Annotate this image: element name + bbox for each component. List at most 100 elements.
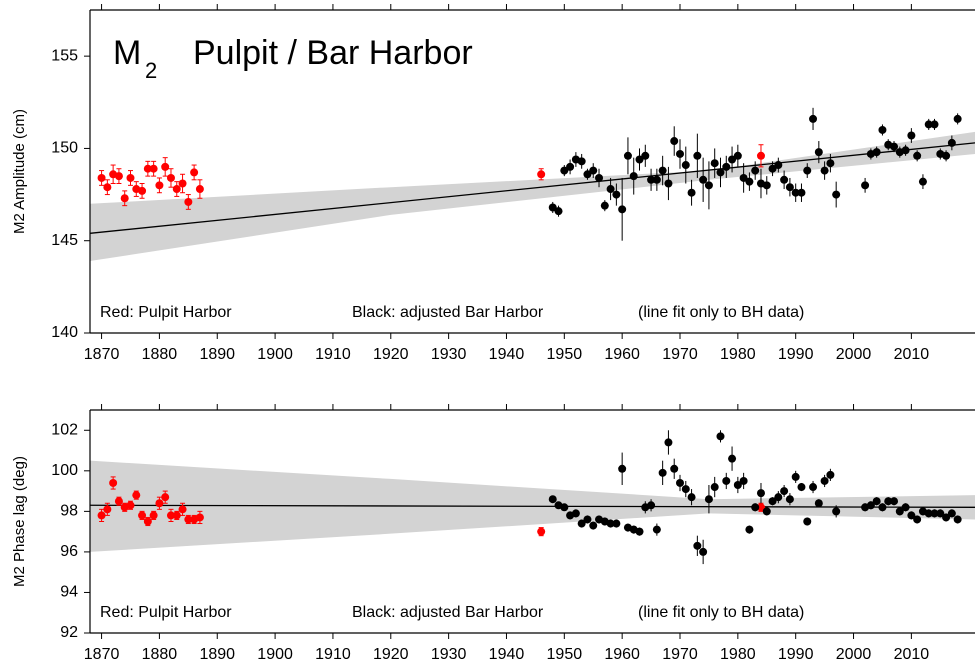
annotation: Red: Pulpit Harbor (100, 604, 232, 621)
data-point (809, 483, 818, 492)
data-point (745, 525, 754, 534)
data-point (895, 507, 904, 516)
data-point (728, 155, 737, 164)
data-point (751, 503, 760, 512)
data-point (942, 513, 951, 522)
annotation: Black: adjusted Bar Harbor (352, 604, 544, 621)
data-point (635, 527, 644, 536)
confidence-band (90, 131, 975, 262)
data-point (635, 155, 644, 164)
data-point (699, 175, 708, 184)
data-point (161, 493, 170, 502)
x-tick-label: 1920 (373, 646, 409, 663)
data-point (548, 495, 557, 504)
data-point (942, 151, 951, 160)
data-point (930, 120, 939, 129)
y-tick-label: 96 (60, 543, 78, 560)
data-point (583, 170, 592, 179)
data-point (756, 503, 765, 512)
data-point (126, 501, 135, 510)
data-point (676, 478, 684, 487)
data-point (647, 175, 656, 184)
data-point (647, 501, 656, 510)
data-point (809, 114, 818, 123)
data-point (195, 185, 204, 194)
data-point (901, 146, 910, 155)
data-point (872, 148, 881, 157)
data-point (172, 511, 181, 520)
data-point (832, 507, 841, 516)
annotation: Red: Pulpit Harbor (100, 304, 232, 321)
data-point (143, 517, 152, 526)
data-point (797, 188, 806, 197)
data-point (820, 476, 829, 485)
data-point (571, 509, 580, 518)
data-point (762, 507, 771, 516)
annotation: (line fit only to BH data) (638, 604, 804, 621)
data-point (872, 497, 881, 506)
data-point (97, 511, 106, 520)
x-tick-label: 1910 (315, 346, 351, 363)
data-point (560, 503, 569, 512)
annotation: (line fit only to BH data) (638, 304, 804, 321)
data-point (687, 493, 696, 502)
data-point (814, 148, 823, 157)
data-point (583, 515, 592, 524)
data-point (953, 114, 962, 123)
y-tick-label: 102 (51, 421, 78, 438)
data-point (687, 188, 696, 197)
data-point (103, 505, 112, 514)
data-point (560, 166, 569, 175)
data-point (733, 151, 742, 160)
title-rest: Pulpit / Bar Harbor (193, 34, 473, 72)
data-point (866, 501, 875, 510)
data-point (832, 190, 841, 199)
data-point (652, 175, 661, 184)
data-point (762, 181, 771, 190)
data-point (618, 464, 627, 473)
data-point (618, 205, 627, 214)
data-point (930, 509, 939, 518)
data-point (606, 185, 615, 194)
data-point (780, 175, 789, 184)
fit-line (89, 504, 975, 508)
x-tick-label: 2010 (894, 346, 930, 363)
data-point (606, 519, 615, 528)
data-point (693, 541, 702, 550)
data-point (166, 173, 175, 182)
data-point (710, 483, 719, 492)
data-point (791, 472, 800, 481)
data-point (699, 547, 708, 556)
data-point (733, 481, 742, 490)
data-point (138, 186, 147, 195)
data-point (138, 511, 147, 520)
data-point (190, 168, 199, 177)
y-axis-label: M2 Phase lag (deg) (11, 456, 28, 587)
data-point (913, 151, 922, 160)
data-point (641, 151, 650, 160)
data-point (704, 495, 713, 504)
x-tick-label: 1960 (604, 346, 640, 363)
x-tick-label: 1960 (604, 646, 640, 663)
data-point (577, 157, 586, 166)
data-point (554, 207, 563, 216)
data-point (664, 179, 673, 188)
data-point (126, 173, 135, 182)
data-point (739, 476, 748, 485)
y-tick-label: 94 (60, 584, 78, 601)
data-point (132, 491, 141, 500)
data-point (103, 183, 112, 192)
data-point (623, 151, 632, 160)
x-tick-label: 1940 (489, 646, 525, 663)
data-point (785, 183, 794, 192)
x-tick-label: 1910 (315, 646, 351, 663)
x-tick-label: 1950 (547, 646, 583, 663)
y-tick-label: 140 (51, 324, 78, 341)
data-point (658, 468, 667, 477)
data-point (664, 438, 673, 447)
data-point (947, 509, 956, 518)
data-point (166, 511, 175, 520)
data-point (612, 190, 621, 199)
data-point (161, 162, 170, 171)
data-point (184, 515, 193, 524)
